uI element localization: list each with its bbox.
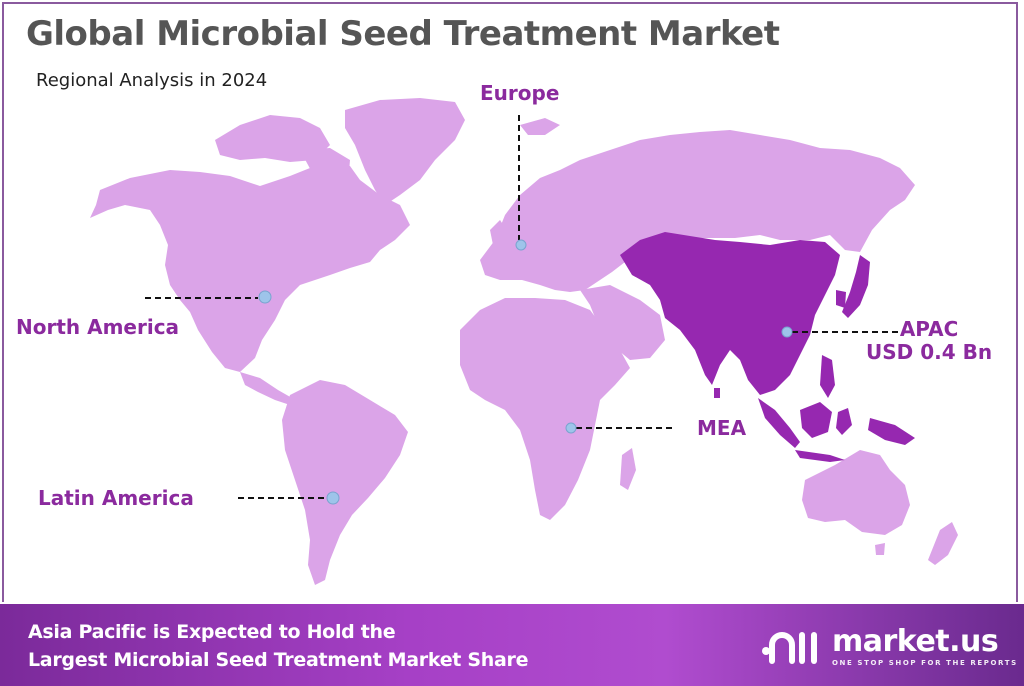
market-us-logo[interactable]: market.us ONE STOP SHOP FOR THE REPORTS <box>760 622 1018 672</box>
central-america-shape <box>240 372 292 405</box>
north-america-marker[interactable] <box>258 290 272 304</box>
australia-shape <box>802 450 910 535</box>
java-shape <box>795 450 845 462</box>
logo-mark-icon <box>762 632 817 664</box>
sumatra-shape <box>758 398 800 448</box>
middle-east-shape <box>580 285 665 360</box>
tasmania-shape <box>875 543 885 555</box>
borneo-shape <box>800 402 832 438</box>
new-zealand-shape <box>928 522 958 565</box>
madagascar-shape <box>620 448 636 490</box>
sulawesi-shape <box>836 408 852 435</box>
footer-banner: Asia Pacific is Expected to Hold the Lar… <box>0 604 1024 686</box>
page-subtitle: Regional Analysis in 2024 <box>36 70 268 91</box>
region-markers <box>258 239 793 505</box>
label-north-america: North America <box>16 315 180 339</box>
apac-highlight <box>620 232 915 462</box>
footer-headline: Asia Pacific is Expected to Hold the Lar… <box>28 618 528 674</box>
eurasia-north-shape <box>480 130 915 292</box>
label-mea: MEA <box>697 416 747 440</box>
new-guinea-shape <box>868 418 915 445</box>
south-america-shape <box>282 380 408 585</box>
africa-shape <box>460 298 630 520</box>
philippines-shape <box>820 355 835 398</box>
logo-tagline: ONE STOP SHOP FOR THE REPORTS <box>832 659 1018 667</box>
svalbard-shape <box>520 118 560 135</box>
asia-highlight-shape <box>620 232 840 395</box>
world-map <box>90 98 958 585</box>
apac-market-value: USD 0.4 Bn <box>866 340 993 364</box>
scandinavia-shape <box>520 175 570 245</box>
north-america-shape <box>90 162 410 372</box>
europe-marker[interactable] <box>515 239 527 251</box>
apac-region-name: APAC <box>899 317 959 341</box>
label-latin-america: Latin America <box>38 486 194 510</box>
footer-line-2: Largest Microbial Seed Treatment Market … <box>28 649 529 671</box>
baffin-shape <box>300 148 350 190</box>
korea-shape <box>836 290 846 308</box>
label-europe: Europe <box>480 81 560 105</box>
logo-name: market.us <box>832 624 999 659</box>
connector-lines <box>145 115 898 499</box>
land-masses <box>90 98 958 585</box>
uk-shape <box>490 220 508 250</box>
sri-lanka-shape <box>714 388 720 398</box>
label-apac: APAC USD 0.4 Bn <box>866 318 992 364</box>
japan-shape <box>842 255 870 318</box>
page-title: Global Microbial Seed Treatment Market <box>26 14 780 54</box>
mea-marker[interactable] <box>565 422 577 434</box>
footer-line-1: Asia Pacific is Expected to Hold the <box>28 621 396 643</box>
latin-america-marker[interactable] <box>326 491 340 505</box>
greenland-shape <box>345 98 465 205</box>
apac-marker[interactable] <box>781 326 793 338</box>
